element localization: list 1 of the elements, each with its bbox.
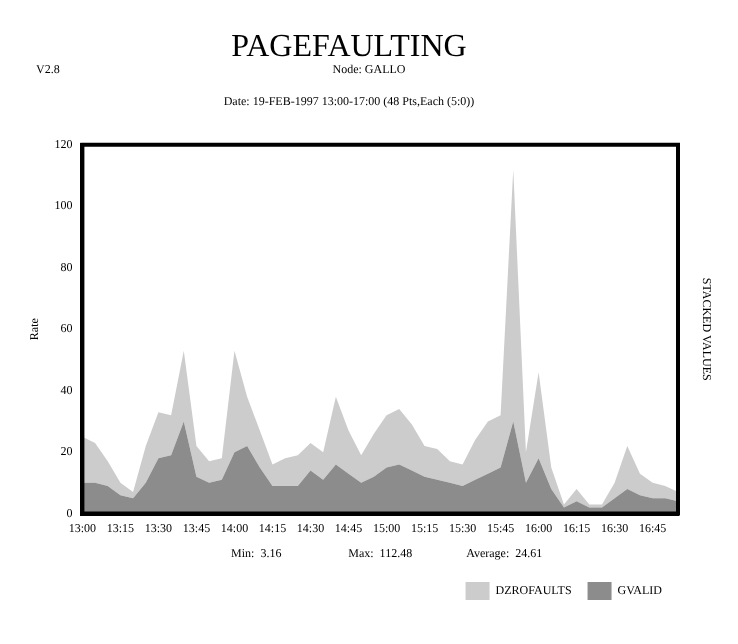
chart-title: PAGEFAULTING	[231, 29, 468, 64]
